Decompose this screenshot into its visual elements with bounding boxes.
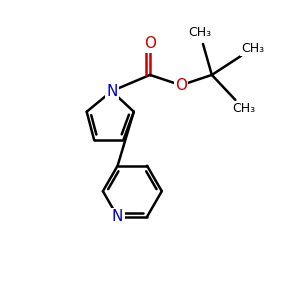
Text: CH₃: CH₃ (241, 42, 264, 55)
Text: CH₃: CH₃ (232, 102, 255, 116)
Text: CH₃: CH₃ (188, 26, 211, 39)
Text: O: O (175, 78, 187, 93)
Text: N: N (106, 84, 117, 99)
Text: O: O (144, 37, 156, 52)
Text: N: N (112, 209, 123, 224)
